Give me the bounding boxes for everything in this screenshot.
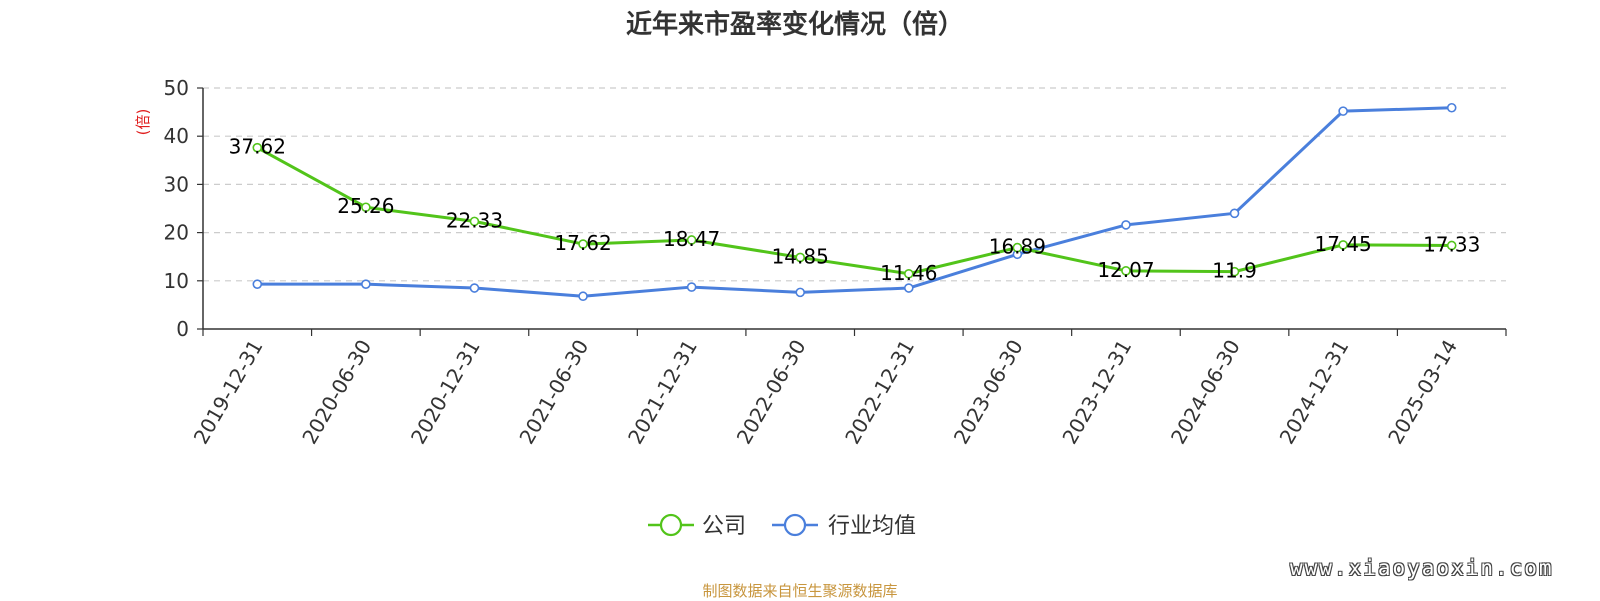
data-point xyxy=(1338,106,1348,116)
x-tick-label: 2022-12-31 xyxy=(840,336,919,449)
data-point xyxy=(361,279,371,289)
data-label: 14.85 xyxy=(772,244,829,268)
legend-label: 行业均值 xyxy=(828,514,916,539)
y-tick-label: 40 xyxy=(164,124,189,148)
y-tick-label: 20 xyxy=(164,221,189,245)
data-point xyxy=(252,142,263,153)
x-tick-label: 2020-12-31 xyxy=(406,336,485,449)
y-tick-label: 50 xyxy=(164,76,189,100)
data-label: 18.47 xyxy=(663,227,720,251)
data-point xyxy=(252,279,263,289)
y-tick-label: 0 xyxy=(176,317,189,341)
data-label: 11.9 xyxy=(1212,259,1257,283)
y-tick-label: 30 xyxy=(164,172,189,196)
data-label: 17.33 xyxy=(1423,232,1480,256)
source-note: 制图数据来自恒生聚源数据库 xyxy=(702,582,898,600)
data-point xyxy=(578,291,588,302)
data-label: 16.89 xyxy=(989,235,1046,259)
data-point xyxy=(903,283,914,293)
data-label: 22.33 xyxy=(446,208,503,232)
data-point xyxy=(1229,266,1240,277)
data-point xyxy=(1446,102,1457,113)
data-point xyxy=(1229,208,1240,219)
data-point xyxy=(469,216,480,227)
data-label: 17.45 xyxy=(1314,232,1371,256)
data-point xyxy=(361,202,371,213)
data-point xyxy=(903,268,914,279)
data-point xyxy=(1121,220,1131,230)
x-tick-label: 2024-12-31 xyxy=(1275,336,1354,449)
legend-marker xyxy=(659,513,683,537)
x-tick-label: 2021-12-31 xyxy=(623,336,702,449)
series-line xyxy=(257,106,1452,298)
data-label: 17.62 xyxy=(554,231,611,255)
x-tick-label: 2020-06-30 xyxy=(297,336,376,449)
x-tick-label: 2021-06-30 xyxy=(514,336,593,449)
data-label: 12.07 xyxy=(1097,258,1154,282)
x-tick-label: 2024-06-30 xyxy=(1166,336,1245,449)
data-point xyxy=(795,287,806,298)
x-tick-label: 2023-06-30 xyxy=(949,336,1028,449)
data-point xyxy=(578,239,588,249)
chart-title: 近年来市盈率变化情况（倍） xyxy=(625,10,964,40)
data-point xyxy=(686,282,697,292)
x-tick-label: 2022-06-30 xyxy=(732,336,811,449)
data-label: 25.26 xyxy=(337,194,394,218)
data-point xyxy=(469,283,480,293)
series-line xyxy=(256,146,1452,276)
x-tick-label: 2025-03-14 xyxy=(1383,336,1462,449)
data-point xyxy=(1012,242,1023,253)
data-label: 37.62 xyxy=(229,135,286,159)
data-point xyxy=(1338,240,1348,250)
x-tick-label: 2019-12-31 xyxy=(189,336,268,449)
data-point xyxy=(1446,240,1457,251)
watermark: www.xiaoyaoxin.com xyxy=(1290,556,1554,580)
y-tick-label: 10 xyxy=(164,269,189,293)
legend-marker xyxy=(783,513,807,537)
data-label: 11.46 xyxy=(880,261,937,285)
data-point xyxy=(795,252,806,263)
legend-label: 公司 xyxy=(702,514,746,539)
y-axis-label: (倍) xyxy=(134,109,152,136)
x-tick-label: 2023-12-31 xyxy=(1057,336,1136,449)
data-point xyxy=(686,235,697,245)
data-point xyxy=(1121,266,1131,276)
